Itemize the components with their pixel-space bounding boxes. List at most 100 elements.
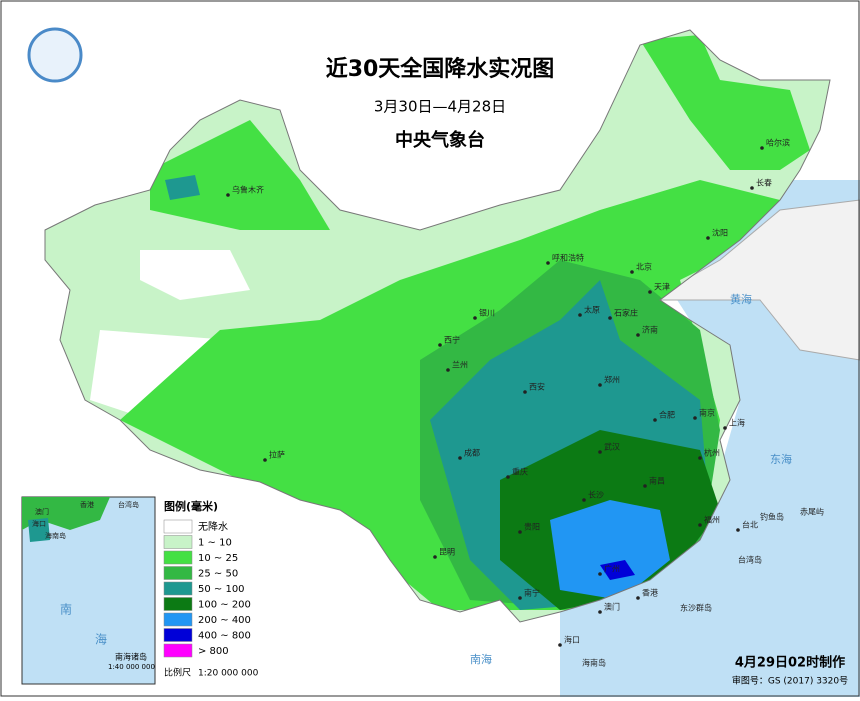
city-label: 沈阳 [712, 228, 728, 238]
city-label: 广州 [604, 564, 620, 574]
place-label: 钓鱼岛 [760, 512, 784, 522]
inset-label: 澳门 [35, 507, 49, 516]
city-label: 台北 [742, 520, 758, 530]
legend-label: 100 ~ 200 [198, 600, 251, 611]
city-label: 杭州 [704, 448, 720, 458]
legend-swatch [163, 535, 193, 549]
scale-value: 1:20 000 000 [198, 669, 259, 679]
city-dot [630, 270, 634, 274]
legend-swatch [163, 628, 193, 642]
legend-label: 200 ~ 400 [198, 615, 251, 626]
city-dot [643, 484, 647, 488]
place-label: 赤尾屿 [800, 508, 824, 517]
legend-title: 图例(毫米) [164, 499, 218, 513]
city-label: 济南 [642, 325, 658, 335]
legend-swatch [163, 597, 193, 611]
city-dot [750, 186, 754, 190]
legend-swatch [163, 612, 193, 627]
city-label: 哈尔滨 [766, 138, 790, 148]
city-dot [723, 426, 727, 430]
legend-label: 10 ~ 25 [198, 553, 238, 564]
legend-label: 25 ~ 50 [198, 569, 238, 580]
place-label: 海南岛 [582, 658, 606, 668]
city-dot [433, 555, 437, 559]
city-label: 海口 [564, 635, 580, 645]
legend-swatch [163, 581, 193, 596]
city-dot [698, 523, 702, 527]
city-dot [736, 528, 740, 532]
legend: 图例(毫米) 无降水 1 ~ 10 10 ~ 25 25 ~ 50 50 ~ 100 100… [160, 495, 270, 685]
legend-label: 1 ~ 10 [198, 538, 232, 549]
scale-label: 比例尺 [164, 667, 191, 679]
city-label: 呼和浩特 [552, 253, 584, 263]
made-time: 4月29日02时制作 [735, 655, 845, 671]
legend-swatch [163, 550, 193, 565]
city-label: 乌鲁木齐 [232, 185, 264, 195]
inset-label: 海口 [32, 519, 46, 528]
city-label: 昆明 [439, 548, 455, 557]
inset-label: 台湾岛 [118, 500, 139, 509]
city-label: 北京 [636, 262, 652, 272]
city-dot [458, 456, 462, 460]
city-dot [546, 261, 550, 265]
legend-label: > 800 [198, 646, 229, 657]
place-label: 东沙群岛 [680, 603, 712, 613]
city-dot [598, 383, 602, 387]
city-dot [446, 368, 450, 372]
city-label: 西安 [529, 382, 545, 392]
city-dot [506, 475, 510, 479]
city-label: 长沙 [588, 490, 604, 500]
title: 近30天全国降水实况图 [326, 56, 555, 82]
inset-label: 海南岛 [45, 531, 66, 540]
city-label: 拉萨 [269, 450, 285, 460]
city-dot [636, 596, 640, 600]
city-label: 长春 [756, 178, 772, 188]
city-label: 成都 [464, 448, 480, 458]
city-label: 福州 [704, 516, 720, 525]
city-label: 南宁 [524, 588, 540, 598]
city-dot [582, 498, 586, 502]
city-dot [693, 416, 697, 420]
inset-label: 香港 [80, 500, 94, 509]
city-label: 西宁 [444, 335, 460, 345]
inset-label: 海 [95, 632, 107, 647]
city-dot [760, 146, 764, 150]
agency: 中央气象台 [395, 129, 485, 151]
korea-japan [648, 199, 860, 361]
city-label: 郑州 [604, 375, 620, 385]
city-dot [518, 530, 522, 534]
legend-swatch [163, 643, 193, 658]
city-dot [263, 458, 267, 462]
city-dot [473, 316, 477, 320]
legend-label: 400 ~ 800 [198, 631, 251, 642]
city-dot [598, 610, 602, 614]
city-dot [698, 456, 702, 460]
city-dot [523, 390, 527, 394]
date-range: 3月30日—4月28日 [374, 98, 506, 116]
city-label: 重庆 [512, 467, 528, 477]
city-dot [518, 596, 522, 600]
city-dot [706, 236, 710, 240]
city-dot [598, 450, 602, 454]
city-label: 太原 [584, 305, 600, 315]
city-dot [578, 313, 582, 317]
legend-label: 50 ~ 100 [198, 584, 245, 595]
legend-swatch [163, 566, 193, 580]
city-label: 上海 [729, 418, 745, 428]
city-dot [438, 343, 442, 347]
city-dot [653, 418, 657, 422]
city-dot [598, 572, 602, 576]
review-number: 审图号：GS (2017) 3320号 [732, 675, 848, 687]
city-label: 石家庄 [614, 308, 638, 318]
city-label: 兰州 [452, 360, 468, 370]
city-label: 南京 [699, 408, 715, 418]
place-label: 台湾岛 [738, 555, 762, 565]
inset-scale: 1:40 000 000 [108, 663, 155, 671]
city-label: 澳门 [604, 602, 620, 612]
city-label: 天津 [654, 282, 670, 292]
city-dot [648, 290, 652, 294]
city-dot [558, 643, 562, 647]
city-label: 贵阳 [524, 522, 540, 532]
city-dot [226, 193, 230, 197]
